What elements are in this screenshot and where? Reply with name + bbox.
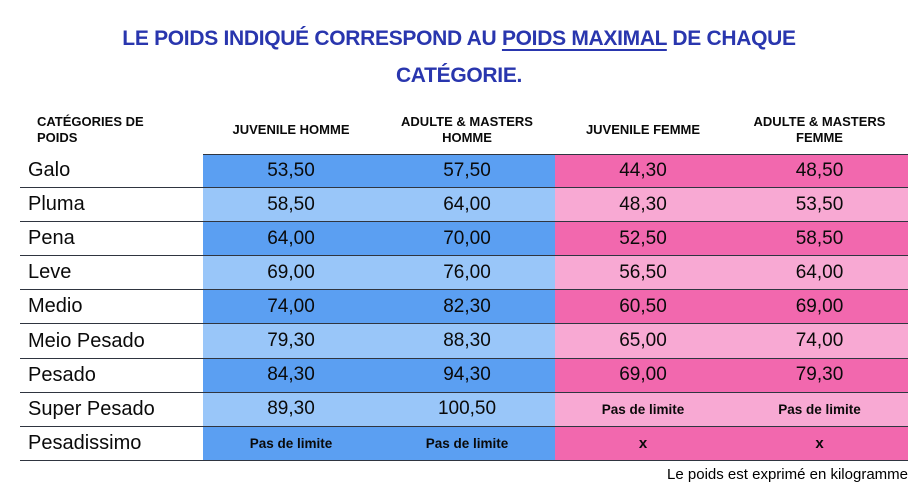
weight-cell: 57,50 — [379, 154, 555, 189]
weight-cell: 53,50 — [203, 154, 379, 189]
weight-cell: 74,00 — [731, 324, 908, 359]
category-cell: Galo — [20, 154, 203, 189]
column-header: CATÉGORIES DE POIDS — [20, 106, 203, 154]
column-header: ADULTE & MASTERS FEMME — [731, 106, 908, 154]
category-cell: Pesado — [20, 358, 203, 393]
title-underlined-text: POIDS MAXIMAL — [501, 27, 667, 50]
weight-cell: 48,50 — [731, 154, 908, 189]
weight-cell: 64,00 — [379, 188, 555, 223]
weight-cell: Pas de limite — [379, 426, 555, 461]
weight-cell: 79,30 — [203, 324, 379, 359]
title-part-2: DE CHAQUE — [666, 27, 796, 50]
weight-cell: 64,00 — [203, 222, 379, 257]
weight-cell: 69,00 — [203, 256, 379, 291]
weight-cell: 60,50 — [555, 290, 731, 325]
category-cell: Meio Pesado — [20, 324, 203, 359]
title-line-1: LE POIDS INDIQUÉ CORRESPOND AU POIDS MAX… — [0, 20, 918, 57]
column-header: ADULTE & MASTERS HOMME — [379, 106, 555, 154]
weight-cell: 58,50 — [203, 188, 379, 223]
weight-cell: 84,30 — [203, 358, 379, 393]
weight-cell: 79,30 — [731, 358, 908, 393]
weight-cell: Pas de limite — [731, 392, 908, 427]
weight-cell: 48,30 — [555, 188, 731, 223]
page-title: LE POIDS INDIQUÉ CORRESPOND AU POIDS MAX… — [0, 20, 918, 94]
category-cell: Super Pesado — [20, 392, 203, 427]
unit-note: Le poids est exprimé en kilogramme — [667, 466, 908, 483]
category-cell: Pena — [20, 222, 203, 257]
weight-cell: Pas de limite — [203, 426, 379, 461]
weight-cell: 52,50 — [555, 222, 731, 257]
weight-cell: x — [731, 426, 908, 461]
weight-cell: 76,00 — [379, 256, 555, 291]
weight-cell: 88,30 — [379, 324, 555, 359]
category-cell: Medio — [20, 290, 203, 325]
title-part-1: LE POIDS INDIQUÉ CORRESPOND AU — [122, 27, 502, 50]
weight-cell: 69,00 — [555, 358, 731, 393]
category-cell: Pluma — [20, 188, 203, 223]
weight-cell: Pas de limite — [555, 392, 731, 427]
weight-cell: 53,50 — [731, 188, 908, 223]
weight-cell: 56,50 — [555, 256, 731, 291]
weight-cell: 44,30 — [555, 154, 731, 189]
weight-cell: x — [555, 426, 731, 461]
weight-cell: 58,50 — [731, 222, 908, 257]
weight-cell: 65,00 — [555, 324, 731, 359]
weight-categories-table: CATÉGORIES DE POIDS JUVENILE HOMME ADULTE … — [20, 106, 908, 461]
weight-cell: 94,30 — [379, 358, 555, 393]
category-cell: Pesadissimo — [20, 426, 203, 461]
weight-cell: 74,00 — [203, 290, 379, 325]
column-header: JUVENILE HOMME — [203, 106, 379, 154]
weight-cell: 64,00 — [731, 256, 908, 291]
weight-cell: 70,00 — [379, 222, 555, 257]
weight-cell: 89,30 — [203, 392, 379, 427]
category-cell: Leve — [20, 256, 203, 291]
weight-cell: 69,00 — [731, 290, 908, 325]
weight-cell: 82,30 — [379, 290, 555, 325]
weight-cell: 100,50 — [379, 392, 555, 427]
title-line-2: CATÉGORIE. — [395, 64, 523, 87]
column-header: JUVENILE FEMME — [555, 106, 731, 154]
